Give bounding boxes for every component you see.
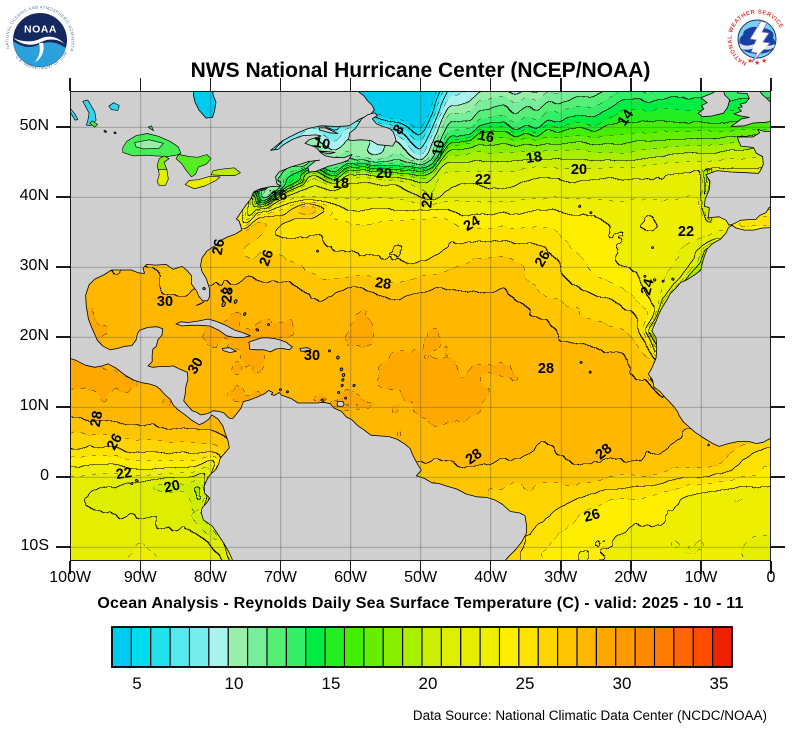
svg-text:★: ★	[754, 59, 760, 67]
svg-text:★: ★	[761, 57, 767, 65]
svg-text:NOAA: NOAA	[24, 24, 57, 36]
svg-text:★: ★	[747, 57, 753, 65]
